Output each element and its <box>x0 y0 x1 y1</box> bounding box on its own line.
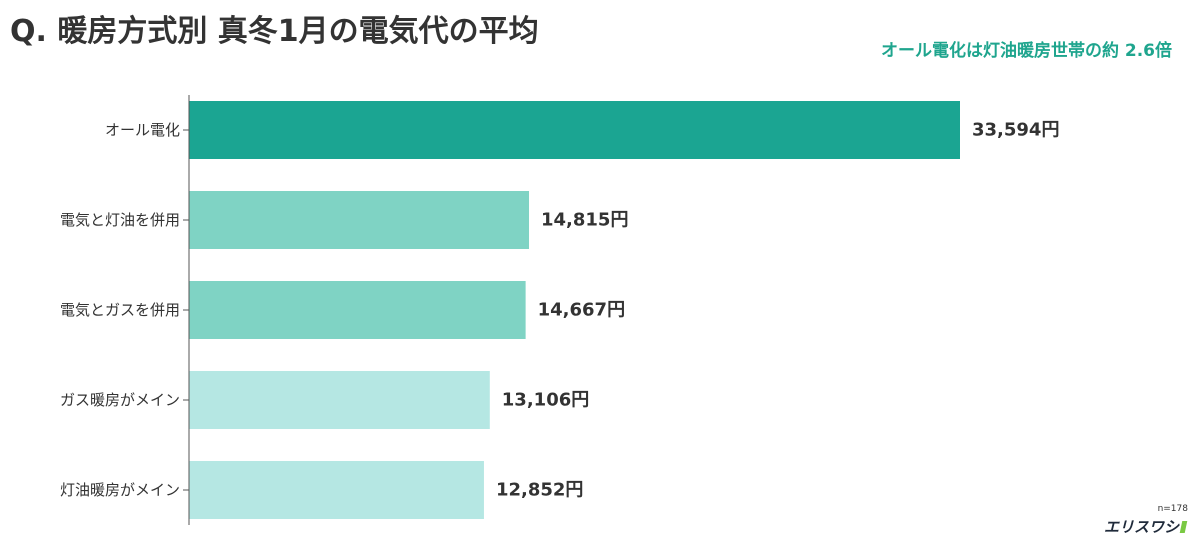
bar <box>189 101 960 159</box>
chart-title: Q. 暖房方式別 真冬1月の電気代の平均 <box>10 14 539 49</box>
bar <box>189 461 484 519</box>
bar <box>189 371 490 429</box>
bar <box>189 191 530 249</box>
bar <box>189 281 526 339</box>
value-label: 14,667円 <box>538 300 625 321</box>
brand-logo: エリスワシ <box>1103 516 1188 537</box>
category-label: オール電化 <box>105 121 180 139</box>
chart-subtitle: オール電化は灯油暖房世帯の約 2.6倍 <box>880 41 1172 61</box>
sample-size-note: n=178 <box>1157 504 1188 514</box>
value-label: 12,852円 <box>496 480 583 501</box>
category-label: 電気とガスを併用 <box>60 301 180 319</box>
category-label: ガス暖房がメイン <box>60 391 180 409</box>
category-label: 電気と灯油を併用 <box>60 211 180 229</box>
value-label: 14,815円 <box>541 210 628 231</box>
value-label: 13,106円 <box>502 390 589 411</box>
category-label: 灯油暖房がメイン <box>60 481 180 499</box>
value-label: 33,594円 <box>972 120 1059 141</box>
brand-logo-text: エリスワシ <box>1103 518 1179 536</box>
